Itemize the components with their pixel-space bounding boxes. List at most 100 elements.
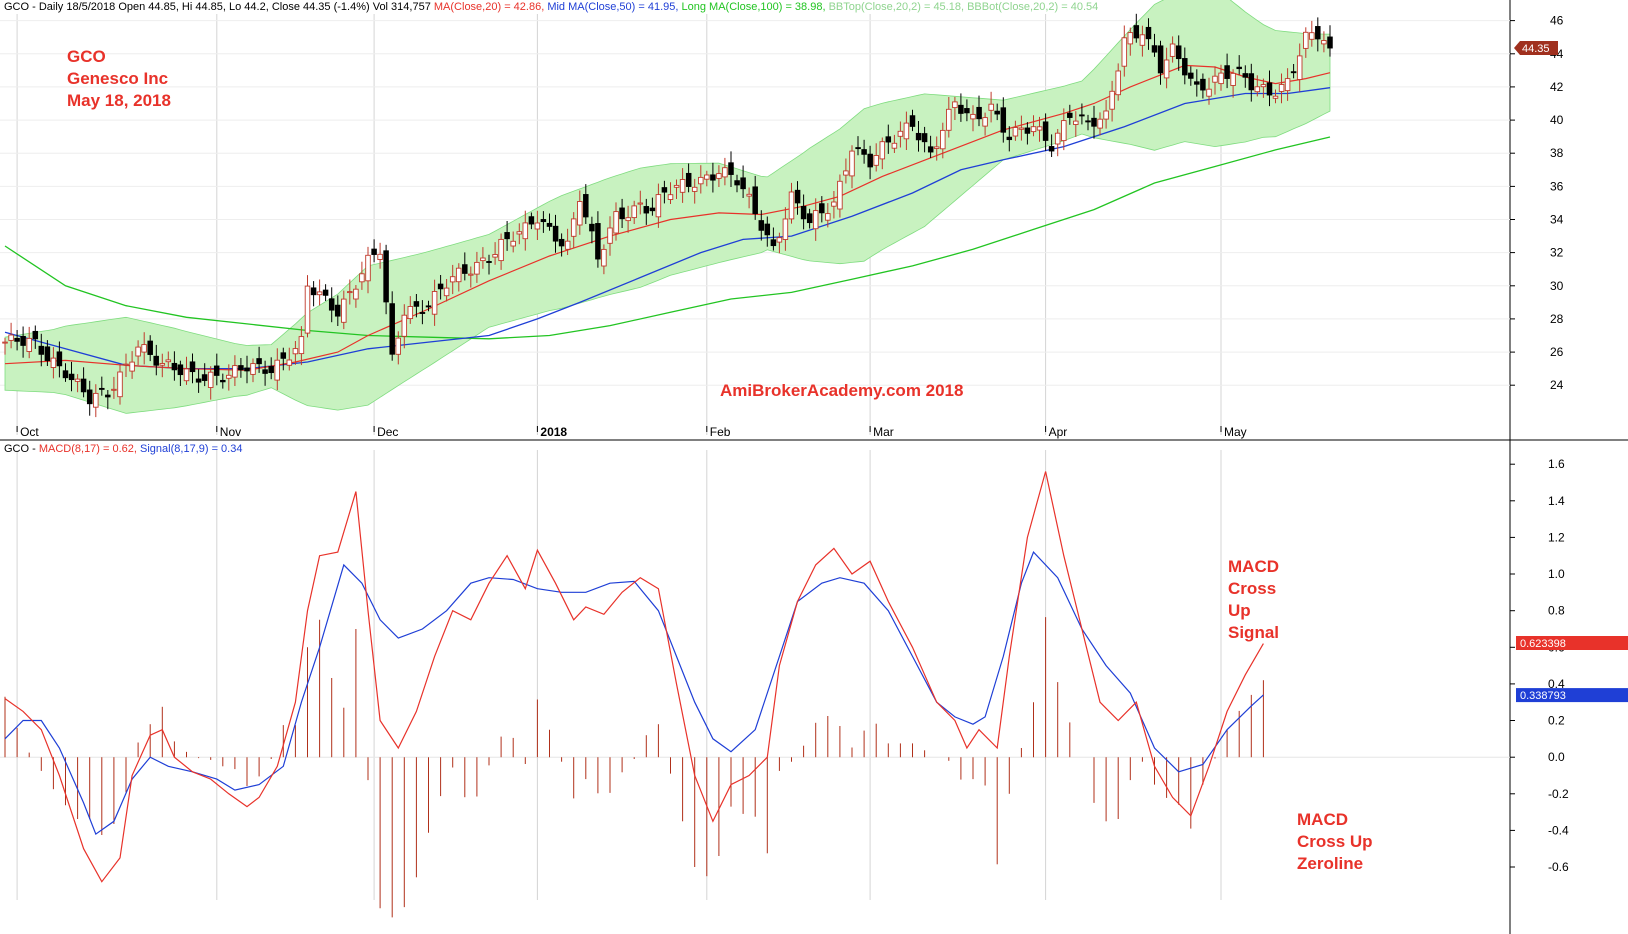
candle-body	[770, 239, 777, 247]
candle-body	[1206, 88, 1212, 97]
candle-body	[1303, 31, 1309, 49]
macd-tick-label: 0.2	[1548, 714, 1565, 728]
bbtop-legend: BBTop(Close,20,2) = 45.18,	[828, 1, 968, 13]
candle-body	[14, 337, 20, 342]
candle-body	[583, 194, 589, 218]
candle-body	[1085, 120, 1091, 123]
candle-body	[8, 334, 14, 341]
macd-tick-label: 0.0	[1548, 750, 1565, 764]
bbbot-legend: BBBot(Close,20,2) = 40.54	[967, 1, 1099, 13]
candle-body	[1006, 136, 1013, 141]
candle-body	[825, 213, 831, 221]
month-label: Oct	[20, 425, 39, 439]
candle-body	[540, 219, 547, 223]
candle-body	[474, 261, 480, 275]
candle-body	[734, 180, 740, 186]
candle-body	[915, 132, 922, 141]
macd-legend: MACD(8,17) = 0.62,	[38, 443, 141, 455]
candle-body	[341, 298, 347, 323]
last-price-label: 44.35	[1522, 43, 1550, 55]
candle-body	[1061, 120, 1067, 142]
candle-body	[1278, 84, 1285, 92]
company-annotation: GCO Genesco Inc May 18, 2018	[67, 46, 171, 112]
candle-body	[601, 248, 607, 267]
macd-tick-label: 0.8	[1548, 604, 1565, 618]
candle-body	[685, 172, 692, 187]
price-tick-label: 46	[1550, 14, 1564, 28]
candle-body	[93, 392, 99, 408]
price-header-ohlc: GCO - Daily 18/5/2018 Open 44.85, Hi 44.…	[4, 1, 434, 13]
macd-line	[4, 471, 1264, 883]
candle-body	[691, 186, 698, 192]
candle-body	[655, 194, 662, 218]
candle-body	[310, 287, 317, 296]
candle-body	[1218, 72, 1224, 85]
candle-body	[885, 136, 892, 143]
candle-body	[952, 101, 958, 109]
candle-body	[1236, 66, 1242, 70]
chart-date: May 18, 2018	[67, 91, 171, 110]
candle-body	[607, 227, 613, 244]
candle-body	[419, 312, 426, 314]
candle-body	[105, 394, 111, 398]
price-tick-label: 34	[1550, 213, 1564, 227]
candle-body	[1296, 55, 1303, 80]
ma100-legend: Long MA(Close,100) = 38.98,	[681, 1, 829, 13]
candle-body	[879, 141, 886, 160]
ma50-legend: Mid MA(Close,50) = 41.95,	[547, 1, 682, 13]
zero-note-line: MACD	[1297, 810, 1348, 829]
candle-body	[988, 103, 994, 111]
candle-body	[498, 238, 504, 262]
macd-tick-label: 1.4	[1548, 494, 1565, 508]
candle-body	[994, 110, 1000, 115]
candle-body	[1284, 78, 1291, 92]
macd-tick-label: 1.0	[1548, 567, 1565, 581]
candle-body	[383, 250, 389, 303]
candle-body	[1000, 107, 1007, 133]
candle-body	[468, 273, 474, 276]
month-label: 2018	[540, 425, 567, 439]
candle-body	[1290, 71, 1297, 74]
candle-body	[970, 113, 976, 120]
candle-body	[292, 348, 299, 355]
candle-body	[401, 314, 408, 337]
candle-body	[619, 207, 625, 220]
candle-body	[189, 361, 196, 373]
price-tick-label: 26	[1550, 345, 1564, 359]
candle-body	[552, 225, 559, 242]
candle-body	[238, 365, 244, 371]
candle-body	[728, 162, 734, 175]
candle-body	[976, 106, 982, 120]
candle-body	[867, 153, 873, 168]
candle-body	[425, 305, 432, 308]
price-tick-label: 40	[1550, 113, 1564, 127]
candle-body	[849, 150, 855, 177]
candle-body	[1042, 121, 1049, 141]
candle-body	[286, 359, 293, 366]
candle-body	[1139, 34, 1146, 46]
candle-body	[492, 254, 498, 258]
candle-body	[1048, 146, 1055, 152]
candle-body	[1242, 73, 1249, 78]
candle-body	[788, 191, 795, 220]
candle-body	[111, 388, 117, 391]
candle-body	[1024, 127, 1031, 134]
candle-body	[1012, 127, 1019, 137]
candle-body	[431, 291, 438, 315]
candle-body	[546, 222, 553, 227]
candle-body	[746, 193, 752, 197]
candle-body	[328, 298, 335, 311]
candle-body	[1230, 72, 1236, 86]
candle-body	[940, 129, 946, 150]
candle-body	[117, 371, 123, 398]
candle-body	[1115, 70, 1121, 96]
candle-body	[1321, 40, 1327, 45]
macd-tick-label: -0.6	[1548, 860, 1569, 874]
candle-body	[927, 146, 934, 153]
month-label: Feb	[710, 425, 731, 439]
candle-body	[455, 267, 462, 283]
candle-body	[631, 205, 637, 219]
candle-body	[280, 352, 287, 359]
price-tick-label: 38	[1550, 146, 1564, 160]
